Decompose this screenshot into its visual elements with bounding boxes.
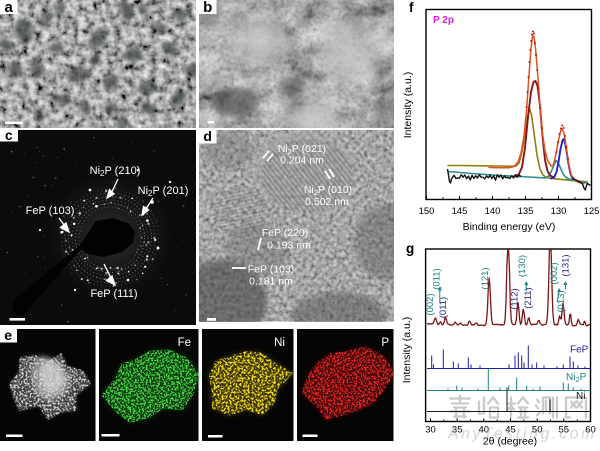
svg-text:Ni2P (201): Ni2P (201)	[138, 185, 189, 198]
svg-text:(130): (130)	[517, 255, 528, 277]
svg-text:0.193 nm: 0.193 nm	[267, 240, 311, 252]
svg-text:FeP (220): FeP (220)	[261, 227, 308, 239]
svg-text:(131): (131)	[561, 254, 572, 276]
svg-text:60: 60	[585, 425, 596, 436]
svg-text:(002): (002)	[425, 293, 436, 315]
svg-text:d: d	[203, 130, 212, 144]
svg-text:50: 50	[532, 425, 543, 436]
svg-text:145: 145	[452, 206, 468, 217]
svg-text:Fe: Fe	[178, 337, 191, 349]
svg-text:P: P	[381, 337, 389, 349]
svg-text:0.502 nm: 0.502 nm	[305, 196, 349, 208]
svg-text:g: g	[406, 241, 414, 256]
svg-text:(211): (211)	[523, 287, 534, 308]
svg-text:(002): (002)	[549, 262, 560, 284]
svg-text:125: 125	[584, 206, 600, 217]
svg-text:(121): (121)	[480, 267, 491, 289]
svg-text:FeP (111): FeP (111)	[90, 288, 137, 300]
svg-text:FeP (103): FeP (103)	[26, 205, 75, 217]
svg-text:Ni: Ni	[274, 337, 285, 349]
svg-text:P 2p: P 2p	[433, 15, 454, 26]
svg-text:Ni2P (210): Ni2P (210)	[90, 165, 141, 178]
svg-text:45: 45	[505, 425, 516, 436]
svg-text:b: b	[203, 0, 212, 16]
svg-text:FeP (103): FeP (103)	[247, 264, 294, 276]
svg-text:FeP: FeP	[570, 345, 589, 356]
svg-text:Ni: Ni	[576, 391, 585, 402]
svg-text:Ni2P (010): Ni2P (010)	[303, 184, 351, 197]
svg-text:Ni2P (021): Ni2P (021)	[277, 143, 325, 156]
svg-text:55: 55	[559, 425, 570, 436]
svg-text:f: f	[409, 0, 414, 15]
svg-text:AnyTesting.com: AnyTesting.com	[447, 426, 597, 443]
svg-text:c: c	[5, 130, 13, 143]
svg-text:0.181 nm: 0.181 nm	[249, 276, 293, 288]
svg-text:Ni2P: Ni2P	[566, 372, 587, 384]
svg-text:40: 40	[479, 425, 490, 436]
svg-text:Binding energy (eV): Binding energy (eV)	[463, 221, 556, 233]
svg-text:0.204 nm: 0.204 nm	[280, 155, 324, 167]
svg-text:130: 130	[551, 206, 567, 217]
svg-text:(013): (013)	[556, 290, 567, 312]
svg-text:30: 30	[425, 425, 436, 436]
svg-text:135: 135	[518, 206, 534, 217]
svg-text:(011): (011)	[432, 268, 443, 289]
svg-text:150: 150	[419, 206, 435, 217]
svg-text:e: e	[4, 329, 12, 343]
svg-text:35: 35	[452, 425, 463, 436]
svg-text:140: 140	[485, 206, 501, 217]
svg-text:Intensity (a.u.): Intensity (a.u.)	[401, 317, 413, 384]
svg-text:Intensity (a.u.): Intensity (a.u.)	[402, 72, 414, 139]
svg-text:2θ (degree): 2θ (degree)	[483, 436, 537, 448]
svg-text:(112): (112)	[510, 288, 521, 309]
svg-text:(011): (011)	[438, 297, 449, 318]
svg-text:a: a	[5, 0, 14, 16]
